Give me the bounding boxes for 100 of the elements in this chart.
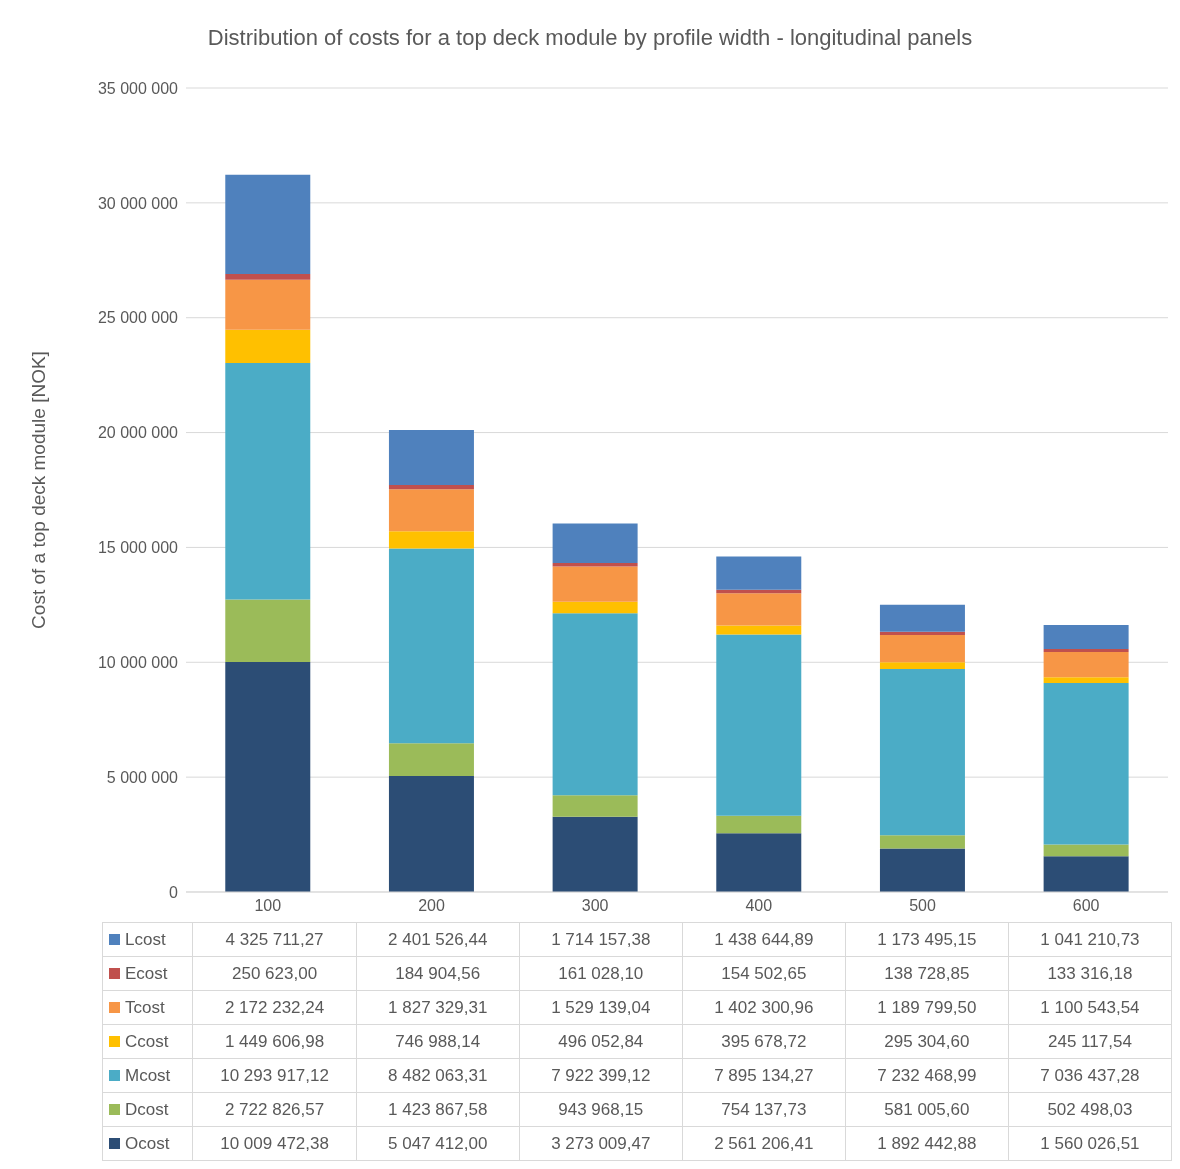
bar (879, 604, 965, 632)
data-label: 754 137,73 (682, 1092, 846, 1127)
legend-label: Mcost (125, 1065, 171, 1085)
bar (879, 631, 965, 635)
x-tick-label: 600 (1072, 897, 1100, 915)
bar (1043, 652, 1129, 678)
data-label: 10 293 917,12 (192, 1058, 357, 1093)
legend-label: Ccost (125, 1031, 169, 1051)
bar (879, 835, 965, 849)
data-label: 1 560 026,51 (1008, 1126, 1172, 1161)
data-label: 1 402 300,96 (682, 990, 846, 1025)
bar (388, 743, 474, 777)
data-label: 7 922 399,12 (519, 1058, 683, 1093)
data-label: 184 904,56 (356, 956, 520, 991)
data-label: 161 028,10 (519, 956, 683, 991)
data-label: 496 052,84 (519, 1024, 683, 1059)
data-label: 7 895 134,27 (682, 1058, 846, 1093)
bar (1043, 649, 1129, 653)
bar (552, 523, 638, 563)
bar (225, 174, 311, 275)
bar (388, 548, 474, 744)
legend-label: Dcost (125, 1099, 169, 1119)
bar (1043, 844, 1129, 857)
data-label: 1 423 867,58 (356, 1092, 520, 1127)
data-label: 1 041 210,73 (1008, 922, 1172, 957)
y-tick-label: 30 000 000 (97, 194, 179, 212)
legend-label: Tcost (125, 997, 165, 1017)
data-label: 133 316,18 (1008, 956, 1172, 991)
y-tick-label: 0 (169, 883, 179, 901)
data-label: 1 173 495,15 (845, 922, 1009, 957)
bar (225, 274, 311, 280)
bar (388, 489, 474, 532)
data-label: 1 100 543,54 (1008, 990, 1172, 1025)
bar (388, 429, 474, 486)
bar (716, 815, 802, 834)
bar (1043, 682, 1129, 845)
bar (879, 848, 965, 892)
y-axis-title: Cost of a top deck module [NOK] (27, 351, 49, 629)
bar (879, 669, 965, 836)
bar (388, 531, 474, 549)
chart-title: Distribution of costs for a top deck module by profile width - longitudinal panels (206, 24, 974, 52)
y-tick-label: 5 000 000 (106, 768, 179, 786)
bar (225, 279, 311, 330)
bar (552, 795, 638, 817)
bar (388, 485, 474, 490)
bar (552, 816, 638, 892)
y-tick-label: 25 000 000 (97, 309, 179, 327)
bar (716, 625, 802, 635)
bar (552, 566, 638, 602)
bar (1043, 625, 1129, 650)
bar (552, 562, 638, 567)
bar (225, 662, 311, 892)
data-label: 1 714 157,38 (519, 922, 683, 957)
data-label: 4 325 711,27 (192, 922, 357, 957)
bar (552, 601, 638, 614)
data-label: 295 304,60 (845, 1024, 1009, 1059)
bar (716, 634, 802, 816)
data-label: 2 722 826,57 (192, 1092, 357, 1127)
bar (716, 593, 802, 626)
bar (879, 634, 965, 663)
data-label: 2 401 526,44 (356, 922, 520, 957)
data-label: 10 009 472,38 (192, 1126, 357, 1161)
bar (1043, 677, 1129, 683)
x-tick-label: 500 (909, 897, 936, 915)
legend-label: Lcost (125, 929, 166, 949)
x-tick-label: 300 (581, 897, 609, 915)
x-tick-label: 400 (745, 897, 773, 915)
data-label: 2 561 206,41 (682, 1126, 846, 1161)
data-label: 581 005,60 (845, 1092, 1009, 1127)
data-label: 7 036 437,28 (1008, 1058, 1172, 1093)
y-tick-label: 15 000 000 (97, 539, 179, 557)
legend-label: Ocost (125, 1133, 170, 1153)
data-label: 154 502,65 (682, 956, 846, 991)
x-tick-label: 200 (418, 897, 445, 915)
data-label: 502 498,03 (1008, 1092, 1172, 1127)
y-tick-label: 20 000 000 (97, 424, 179, 442)
y-tick-label: 10 000 000 (97, 653, 179, 671)
data-label: 138 728,85 (845, 956, 1009, 991)
bar (388, 776, 474, 892)
legend-label: Ecost (125, 963, 168, 983)
bar (716, 556, 802, 590)
data-label: 1 189 799,50 (845, 990, 1009, 1025)
bar (716, 833, 802, 892)
bar (225, 329, 311, 364)
bar (552, 613, 638, 796)
bar (225, 599, 311, 663)
data-label: 7 232 468,99 (845, 1058, 1009, 1093)
data-label: 8 482 063,31 (356, 1058, 520, 1093)
x-tick-label: 100 (254, 897, 282, 915)
data-label: 1 892 442,88 (845, 1126, 1009, 1161)
data-label: 1 529 139,04 (519, 990, 683, 1025)
data-label: 395 678,72 (682, 1024, 846, 1059)
data-label: 5 047 412,00 (356, 1126, 520, 1161)
data-label: 1 449 606,98 (192, 1024, 357, 1059)
data-label: 746 988,14 (356, 1024, 520, 1059)
data-label: 943 968,15 (519, 1092, 683, 1127)
data-label: 1 438 644,89 (682, 922, 846, 957)
y-tick-label: 35 000 000 (97, 79, 179, 97)
data-label: 1 827 329,31 (356, 990, 520, 1025)
data-label: 3 273 009,47 (519, 1126, 683, 1161)
